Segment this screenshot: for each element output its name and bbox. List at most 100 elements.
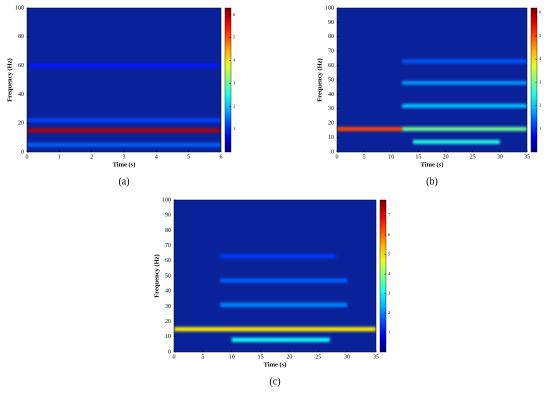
x-tick-label: 1 — [58, 154, 61, 160]
bands — [174, 254, 376, 342]
band — [220, 254, 336, 259]
y-tick-label: 60 — [18, 63, 24, 69]
plot-area — [27, 8, 221, 152]
colorbar-tick-label: 1 — [233, 126, 235, 131]
colorbar-tick-label: 5 — [539, 33, 542, 38]
y-tick-label: 50 — [328, 77, 334, 83]
x-tick-label: 35 — [524, 154, 530, 160]
x-tick-label: 25 — [315, 354, 321, 360]
y-tick-label: 90 — [328, 20, 334, 26]
x-tick-label: 25 — [470, 154, 476, 160]
band — [27, 63, 221, 68]
y-tick-label: 10 — [165, 334, 171, 340]
bands — [337, 59, 527, 144]
x-tick-label: 0 — [336, 154, 339, 160]
y-tick-label: 80 — [328, 34, 334, 40]
x-axis-label: Time (s) — [264, 361, 287, 368]
x-axis-label: Time (s) — [113, 161, 136, 168]
y-tick-label: 10 — [328, 135, 334, 141]
colorbar-tick-label: 6 — [539, 10, 542, 15]
band — [337, 126, 403, 131]
x-tick-label: 20 — [443, 154, 449, 160]
band — [402, 126, 527, 131]
colorbar-tick-label: 3 — [388, 291, 391, 296]
y-tick-label: 40 — [328, 92, 334, 98]
y-tick-label: 80 — [18, 34, 24, 40]
colorbar-tick-label: 4 — [539, 56, 542, 61]
x-tick-label: 0 — [173, 354, 176, 360]
y-tick-label: 40 — [18, 92, 24, 98]
caption: (b) — [426, 176, 438, 187]
x-tick-label: 30 — [344, 354, 350, 360]
colorbar-tick-label: 2 — [233, 103, 235, 108]
y-tick-label: 40 — [165, 289, 171, 295]
y-tick-label: 0 — [331, 149, 334, 155]
caption: (a) — [118, 176, 129, 187]
colorbar-tick-label: 7 — [388, 213, 391, 218]
colorbar — [379, 199, 387, 353]
y-tick-label: 80 — [165, 228, 171, 234]
colorbar — [530, 7, 538, 153]
colorbar-tick-label: 3 — [539, 79, 542, 84]
y-tick-label: 100 — [325, 5, 334, 11]
band — [413, 139, 500, 144]
y-tick-label: 20 — [328, 121, 334, 127]
colorbar-tick-label: 4 — [233, 58, 236, 63]
x-tick-label: 15 — [258, 354, 264, 360]
colorbar-tick-label: 1 — [388, 330, 390, 335]
y-tick-label: 60 — [328, 63, 334, 69]
colorbar-tick-label: 4 — [388, 271, 391, 276]
x-tick-label: 4 — [155, 154, 158, 160]
band — [220, 302, 348, 308]
x-tick-label: 10 — [388, 154, 394, 160]
x-tick-label: 5 — [187, 154, 190, 160]
colorbar-tick-label: 6 — [388, 232, 391, 237]
y-tick-label: 60 — [165, 258, 171, 264]
band — [402, 103, 527, 108]
band — [27, 142, 221, 147]
bands — [27, 63, 221, 147]
x-tick-label: 5 — [201, 354, 204, 360]
band — [27, 128, 221, 133]
colorbar-tick-label: 5 — [233, 35, 236, 40]
y-axis-label: Frequency (Hz) — [316, 58, 323, 101]
band — [231, 337, 330, 342]
y-axis-label: Frequency (Hz) — [6, 58, 13, 101]
x-axis-label: Time (s) — [421, 161, 444, 168]
colorbar-tick-label: 1 — [539, 126, 541, 131]
y-tick-label: 20 — [18, 121, 24, 127]
band — [402, 80, 527, 85]
colorbar-tick-label: 2 — [539, 103, 541, 108]
y-tick-label: 0 — [168, 349, 171, 355]
x-tick-label: 30 — [497, 154, 503, 160]
y-tick-label: 20 — [165, 319, 171, 325]
y-tick-label: 70 — [328, 49, 334, 55]
colorbar-tick-label: 2 — [388, 310, 390, 315]
x-tick-label: 6 — [220, 154, 223, 160]
caption: (c) — [269, 376, 280, 387]
y-tick-label: 70 — [165, 243, 171, 249]
x-tick-label: 2 — [90, 154, 93, 160]
colorbar-tick-label: 6 — [233, 12, 236, 17]
x-tick-label: 10 — [229, 354, 235, 360]
plot-area — [174, 200, 376, 352]
y-tick-label: 90 — [165, 213, 171, 219]
y-tick-label: 30 — [328, 106, 334, 112]
x-tick-label: 20 — [286, 354, 292, 360]
y-tick-label: 50 — [165, 273, 171, 279]
colorbar — [224, 7, 232, 153]
y-axis-label: Frequency (Hz) — [153, 254, 160, 297]
y-tick-label: 100 — [162, 197, 171, 203]
x-tick-label: 3 — [123, 154, 126, 160]
band — [174, 327, 376, 332]
band — [220, 278, 348, 283]
y-tick-label: 100 — [15, 5, 24, 11]
y-tick-label: 0 — [21, 149, 24, 155]
y-tick-label: 30 — [165, 304, 171, 310]
colorbar-tick-label: 5 — [388, 252, 391, 257]
band — [402, 59, 527, 64]
band — [27, 118, 221, 123]
colorbar-tick-label: 3 — [233, 80, 236, 85]
x-tick-label: 5 — [363, 154, 366, 160]
